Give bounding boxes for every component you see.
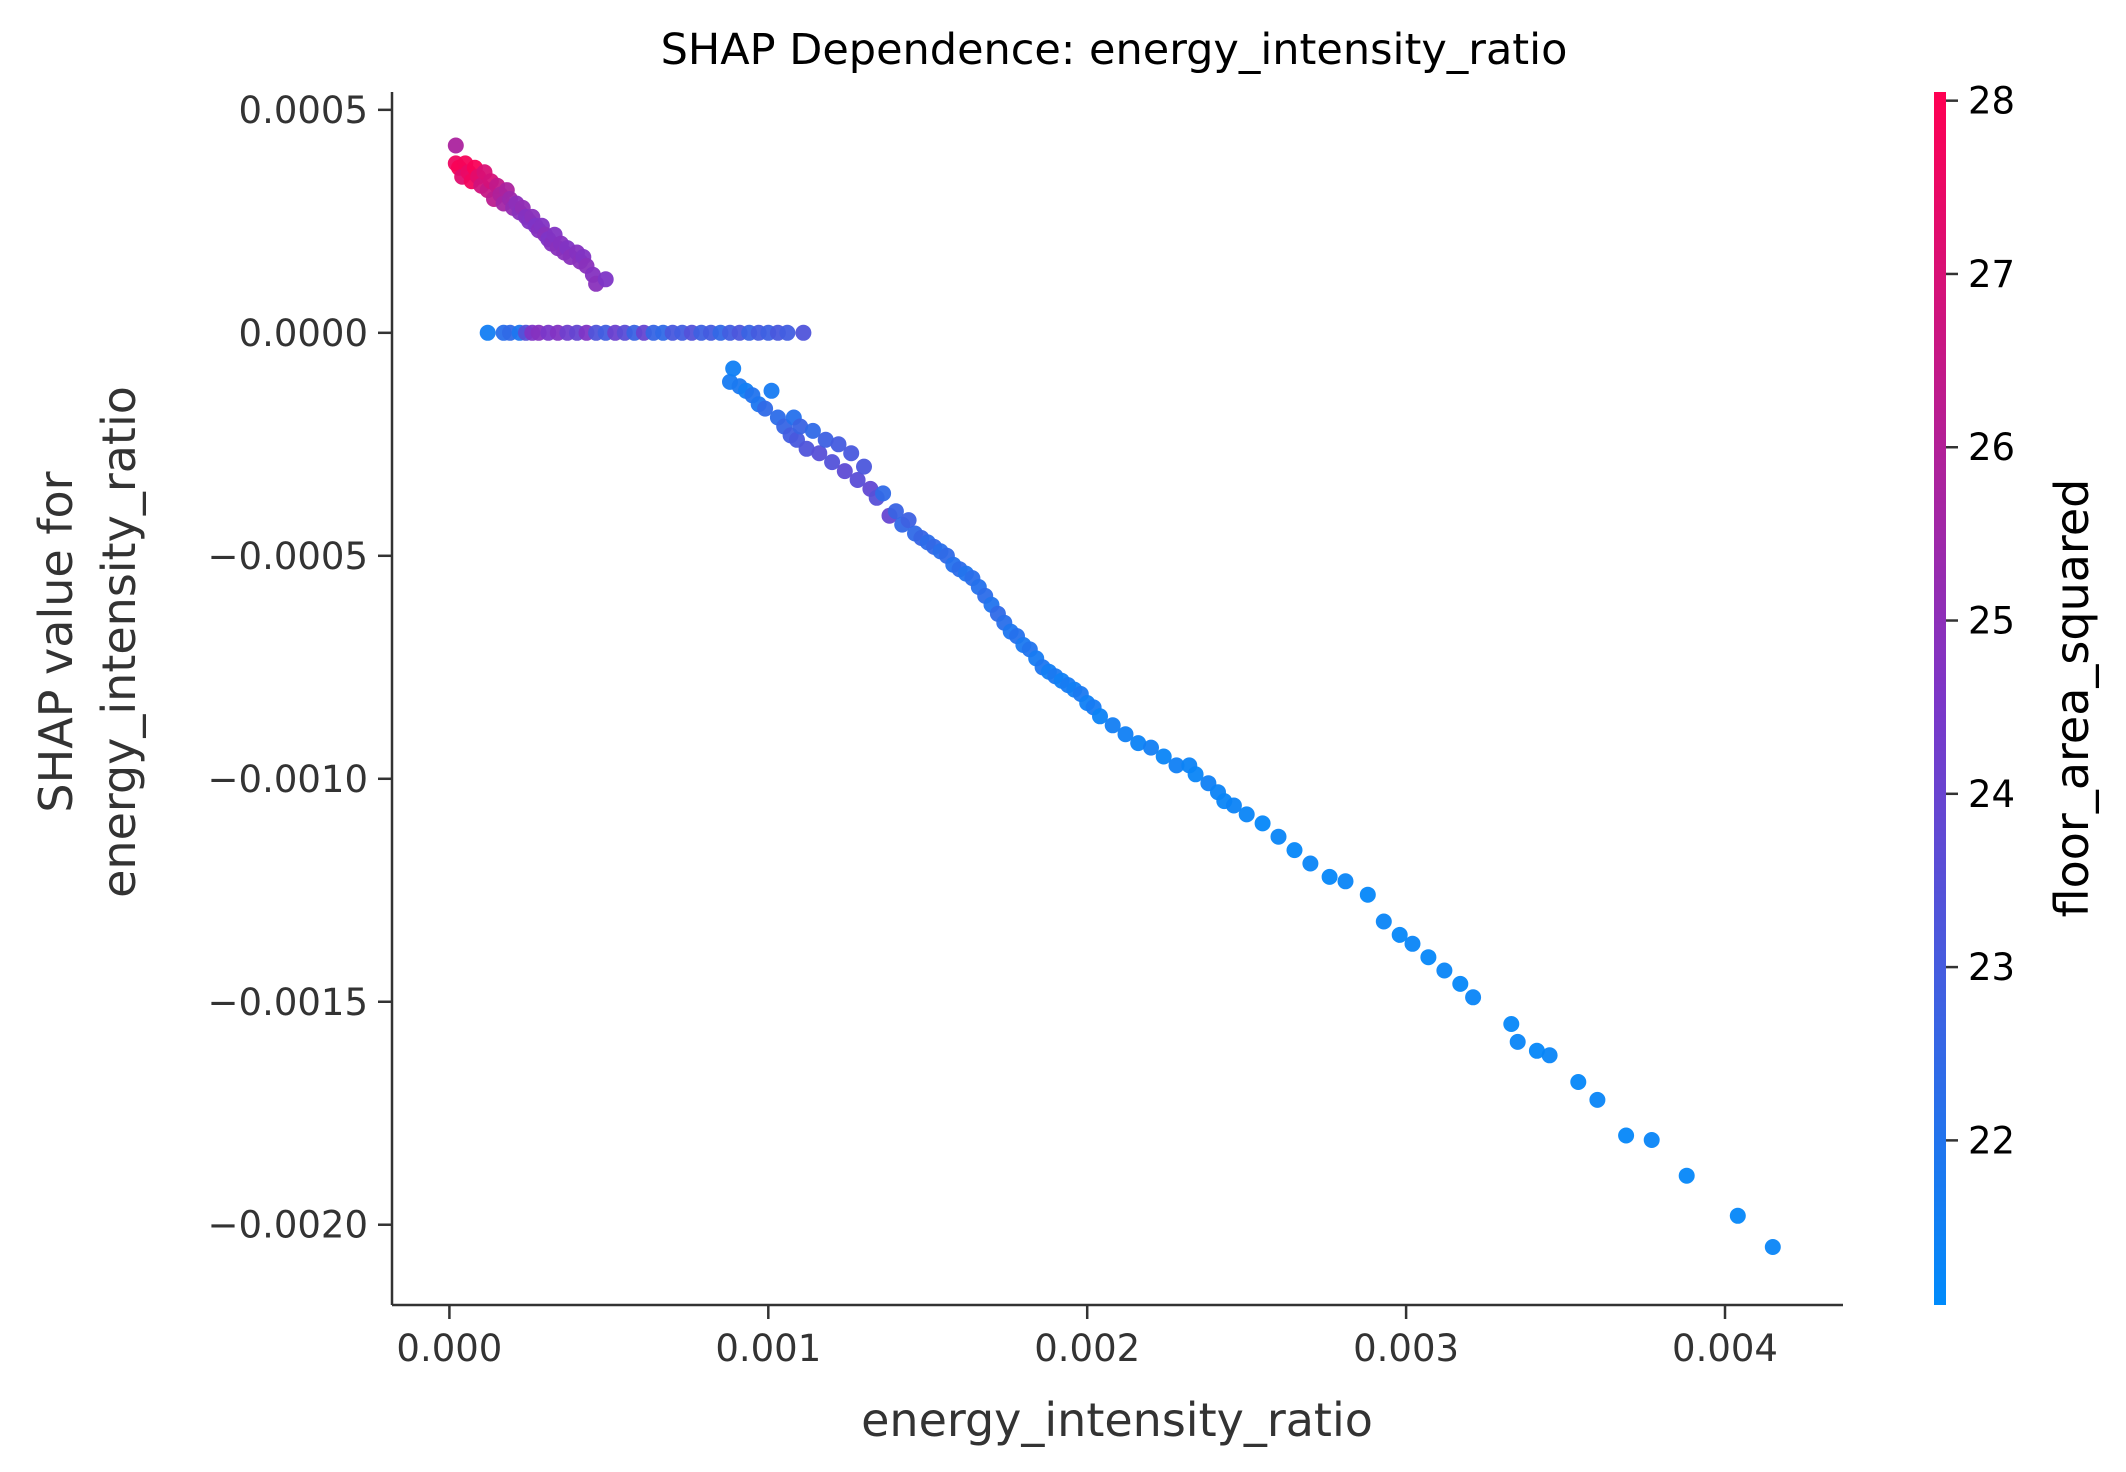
chart-title: SHAP Dependence: energy_intensity_ratio (661, 25, 1568, 75)
data-point (849, 472, 866, 488)
data-point (875, 485, 892, 502)
data-point (725, 360, 742, 377)
data-point (1391, 926, 1408, 943)
colorbar-label: floor_area_squared (2045, 479, 2099, 918)
data-point (1187, 766, 1204, 783)
x-tick-label: 0.002 (1034, 1327, 1140, 1370)
y-tick-label: 0.0005 (239, 89, 368, 132)
y-tick-label: −0.0010 (208, 758, 368, 801)
data-point (1420, 949, 1437, 966)
data-point (1359, 886, 1376, 903)
data-point (1321, 868, 1338, 885)
data-point (1302, 855, 1319, 872)
data-point (1503, 1016, 1520, 1032)
data-point (1465, 989, 1482, 1006)
data-point (1589, 1091, 1606, 1108)
colorbar (1934, 92, 1946, 1305)
data-point (1337, 873, 1354, 890)
y-axis-label-line-2: energy_intensity_ratio (92, 386, 146, 898)
y-tick-label: −0.0015 (208, 981, 368, 1024)
data-point (843, 445, 860, 462)
data-point (1130, 735, 1147, 752)
data-point (1570, 1074, 1587, 1090)
data-point (1104, 717, 1121, 734)
colorbar-tick-label: 22 (1968, 1119, 2015, 1162)
data-point (1643, 1132, 1660, 1148)
data-point (479, 324, 496, 341)
data-point (1729, 1207, 1746, 1224)
data-point (1225, 797, 1242, 814)
data-point (1270, 828, 1287, 845)
data-point (1404, 935, 1421, 952)
y-axis-label-line-1: SHAP value for (29, 471, 83, 812)
y-tick-label: −0.0005 (208, 535, 368, 578)
data-point (817, 431, 834, 448)
data-point (1286, 842, 1303, 859)
data-point (1155, 748, 1172, 765)
data-point (447, 137, 464, 154)
data-point (900, 512, 917, 529)
x-tick-label: 0.004 (1672, 1327, 1778, 1370)
colorbar-ticks: 22 23 24 25 26 27 28 (1946, 80, 2015, 1162)
colorbar-tick-label: 28 (1968, 80, 2015, 123)
colorbar-tick-label: 27 (1968, 253, 2015, 296)
scatter-points (447, 137, 1781, 1255)
data-point (798, 440, 815, 457)
data-point (1528, 1042, 1545, 1059)
x-tick-label: 0.001 (715, 1327, 821, 1370)
data-point (1375, 913, 1392, 930)
data-point (792, 418, 809, 435)
colorbar-tick-label: 26 (1968, 426, 2015, 469)
data-point (1436, 962, 1453, 979)
data-point (856, 458, 872, 475)
data-point (1238, 806, 1255, 823)
x-tick-label: 0.003 (1353, 1327, 1459, 1370)
data-point (1143, 739, 1159, 756)
data-point (836, 463, 853, 480)
data-point (1092, 708, 1108, 725)
y-axis-ticks: 0.0005 0.0000 −0.0005 −0.0010 −0.0015 −0.0020 (208, 89, 392, 1247)
data-point (804, 422, 821, 439)
data-point (1541, 1047, 1558, 1064)
data-point (1509, 1033, 1526, 1050)
colorbar-tick-label: 25 (1968, 600, 2015, 643)
y-tick-label: 0.0000 (239, 312, 368, 355)
data-point (811, 445, 828, 462)
data-point (1764, 1239, 1781, 1255)
data-point (597, 271, 614, 288)
x-axis-ticks: 0.000 0.001 0.002 0.003 0.004 (396, 1305, 1778, 1370)
colorbar-tick-label: 23 (1968, 946, 2015, 989)
data-point (779, 324, 796, 341)
data-point (824, 454, 841, 471)
x-tick-label: 0.000 (396, 1327, 502, 1370)
data-point (1678, 1167, 1695, 1184)
data-point (1254, 815, 1271, 832)
data-point (795, 324, 812, 341)
data-point (887, 503, 904, 520)
y-axis-label: SHAP value for energy_intensity_ratio (29, 386, 146, 898)
colorbar-tick-label: 24 (1968, 773, 2015, 816)
data-point (1117, 726, 1134, 743)
data-point (1618, 1127, 1635, 1144)
data-point (1452, 975, 1469, 992)
data-point (830, 436, 847, 453)
data-point (1168, 757, 1185, 774)
x-axis-label: energy_intensity_ratio (861, 1393, 1373, 1447)
y-tick-label: −0.0020 (208, 1204, 368, 1247)
data-point (757, 400, 774, 417)
data-point (763, 382, 780, 399)
